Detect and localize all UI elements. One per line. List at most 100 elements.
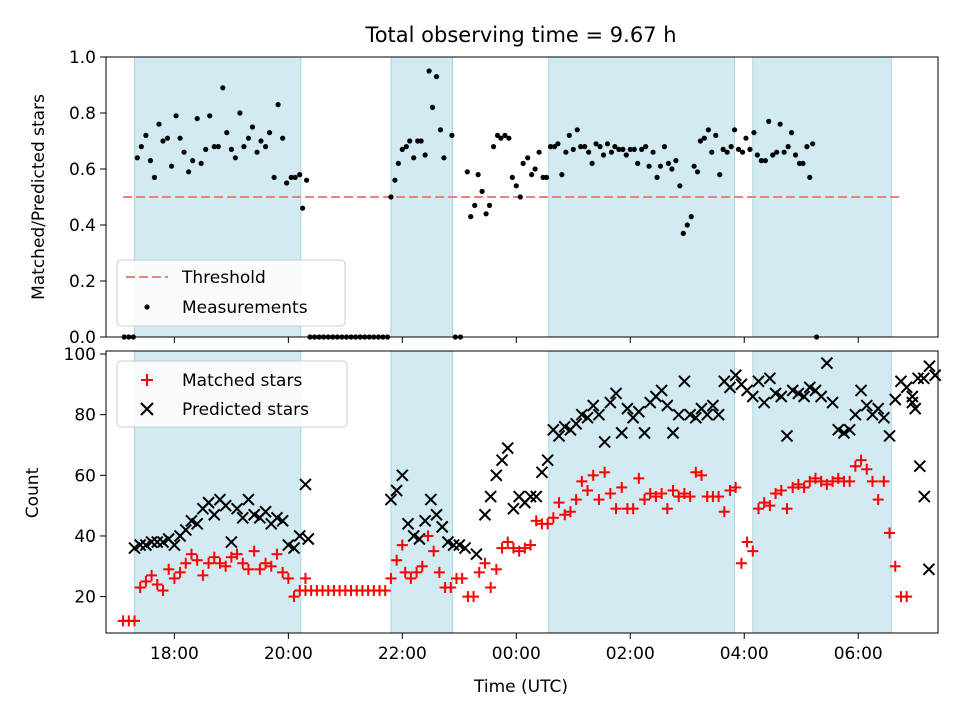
predicted-stars-point — [775, 390, 788, 403]
matched-stars-point — [809, 472, 821, 484]
measurement-point — [437, 127, 444, 133]
measurement-point — [399, 146, 405, 152]
predicted-stars-point — [302, 532, 315, 546]
matched-stars-point — [639, 494, 651, 506]
x-stroke — [458, 541, 472, 555]
matched-stars-point — [456, 572, 468, 584]
x-stroke — [418, 514, 432, 528]
x-stroke — [424, 493, 438, 506]
x-stroke — [259, 505, 272, 518]
observing-window — [548, 56, 735, 338]
chart-title: Total observing time = 9.67 h — [364, 23, 676, 47]
measurement-point — [479, 188, 485, 194]
matched-stars-point — [787, 481, 799, 493]
matched-stars-point — [747, 545, 759, 557]
measurement-point — [288, 174, 294, 180]
legend-matched-swatch — [141, 374, 153, 386]
x-stroke — [190, 517, 204, 531]
measurement-point — [717, 172, 723, 178]
matched-stars-point — [248, 545, 260, 557]
measurement-point — [639, 146, 645, 152]
x-stroke — [225, 535, 238, 549]
top-y-axis-ticks: 0.0 0.2 0.4 0.6 0.8 1.0 — [69, 48, 106, 348]
x-stroke — [609, 387, 623, 400]
x-axis-label: Time (UTC) — [473, 677, 568, 697]
bottom-x-tick-label: 06:00 — [834, 644, 883, 664]
measurement-point — [608, 149, 615, 155]
measurement-point — [173, 113, 179, 119]
predicted-stars-point — [581, 411, 594, 424]
x-stroke — [735, 378, 748, 391]
measurement-point — [164, 135, 171, 141]
matched-stars-point — [661, 503, 673, 515]
predicted-stars-point — [700, 408, 714, 421]
x-stroke — [535, 466, 549, 479]
matched-stars-point — [775, 484, 787, 496]
matched-stars-point — [411, 566, 423, 578]
matched-stars-point — [861, 463, 873, 475]
matched-stars-point — [730, 481, 742, 493]
x-stroke — [740, 384, 754, 397]
measurement-point — [426, 68, 432, 74]
measurement-point — [181, 149, 187, 155]
predicted-stars-point — [752, 375, 765, 388]
matched-stars-point — [696, 469, 708, 481]
predicted-stars-point — [849, 408, 862, 421]
predicted-stars-point — [900, 381, 913, 394]
x-stroke — [849, 408, 862, 421]
predicted-stars-point — [541, 453, 554, 467]
x-stroke — [655, 384, 668, 397]
x-stroke — [293, 529, 306, 543]
measurement-point — [520, 160, 526, 166]
measurement-point — [600, 152, 607, 158]
x-stroke — [470, 547, 483, 561]
matched-stars-point — [422, 530, 434, 542]
measurement-point — [156, 121, 162, 127]
measurement-point — [224, 130, 230, 136]
predicted-stars-point — [384, 493, 398, 506]
top-y-tick-label: 0.8 — [69, 104, 96, 124]
predicted-stars-point — [729, 369, 742, 382]
predicted-stars-point — [458, 541, 472, 555]
predicted-stars-point — [401, 517, 415, 531]
predicted-stars-point — [490, 469, 503, 482]
x-stroke — [484, 490, 497, 503]
matched-stars-point — [502, 536, 514, 548]
bottom-legend: Matched stars Predicted stars — [116, 360, 348, 428]
measurement-point — [241, 144, 247, 150]
bottom-y-axis-ticks: 20 40 60 80 100 — [64, 345, 106, 608]
predicted-stars-point — [609, 387, 623, 400]
measurement-point — [720, 146, 726, 152]
measurement-point — [559, 172, 565, 178]
matched-stars-point — [901, 591, 913, 603]
x-stroke — [501, 441, 514, 455]
x-stroke — [700, 408, 714, 421]
measurement-point — [623, 152, 629, 158]
predicted-stars-point — [928, 369, 942, 382]
bottom-y-tick-label: 40 — [74, 527, 96, 547]
x-stroke — [877, 411, 891, 424]
matched-stars-point — [570, 494, 582, 506]
x-stroke — [287, 541, 301, 555]
measurement-point — [194, 116, 200, 122]
x-stroke — [202, 496, 215, 509]
measurement-point — [777, 121, 783, 127]
predicted-stars-point — [276, 514, 289, 528]
matched-stars-point — [479, 557, 491, 569]
predicted-stars-point — [225, 535, 238, 549]
x-stroke — [270, 511, 284, 524]
matched-stars-point — [889, 560, 901, 572]
matched-stars-point — [473, 566, 485, 578]
predicted-stars-point — [638, 426, 651, 440]
predicted-stars-point — [666, 426, 680, 440]
x-stroke — [746, 390, 760, 403]
x-stroke — [302, 532, 315, 546]
measurement-point — [258, 138, 264, 144]
predicted-stars-point — [396, 469, 409, 482]
measurement-point — [807, 174, 813, 180]
x-stroke — [780, 429, 794, 443]
bottom-y-axis-label: Count — [23, 467, 43, 518]
predicted-stars-point — [854, 384, 868, 397]
legend-measurements-label: Measurements — [182, 298, 308, 318]
x-stroke — [230, 502, 244, 515]
